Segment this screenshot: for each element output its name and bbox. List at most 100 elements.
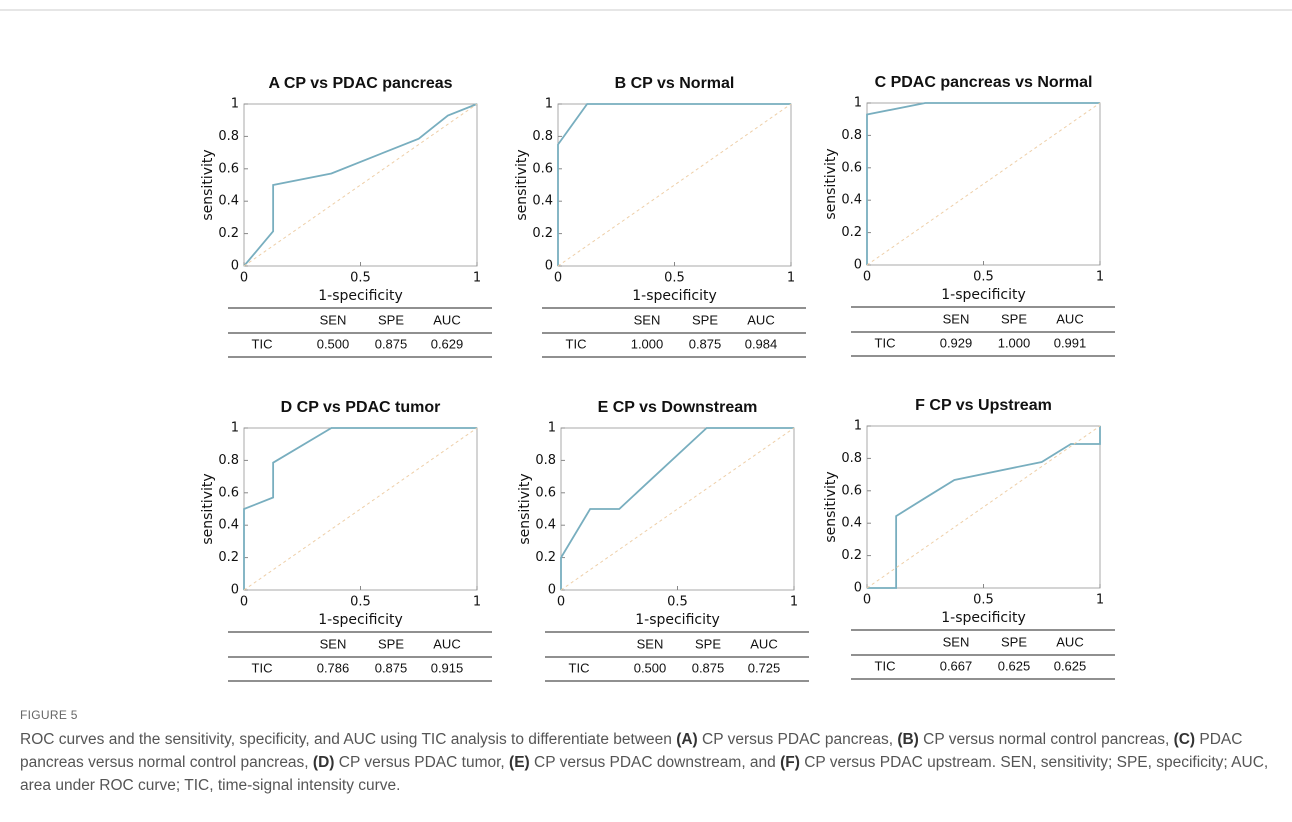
y-axis-label: sensitivity — [200, 473, 216, 544]
y-axis-label: sensitivity — [517, 473, 533, 544]
y-tick-label: 0 — [854, 581, 862, 596]
y-tick-label: 0.4 — [218, 194, 239, 209]
y-tick-label: 0 — [545, 259, 553, 274]
table-header: SPE — [378, 312, 404, 327]
roc-curve — [867, 426, 1101, 589]
y-tick-label: 0.8 — [218, 453, 239, 468]
y-tick-label: 0.6 — [218, 485, 239, 500]
table-header: SPE — [378, 636, 404, 651]
reference-line — [557, 103, 792, 267]
y-axis-label: sensitivity — [514, 149, 530, 220]
chart-title: C PDAC pancreas vs Normal — [875, 74, 1093, 91]
x-tick-label: 1 — [1096, 270, 1104, 285]
y-axis-label: sensitivity — [200, 149, 216, 220]
panel-letter: A — [268, 75, 280, 92]
x-tick-label: 0.5 — [667, 595, 688, 610]
x-tick-label: 0 — [863, 270, 871, 285]
x-tick-label: 0 — [554, 271, 562, 286]
y-tick-label: 0.8 — [535, 453, 556, 468]
title-text: CP vs Upstream — [929, 397, 1051, 414]
y-tick-label: 1 — [854, 96, 862, 111]
y-axis-label: sensitivity — [823, 471, 839, 542]
caption-text: CP versus PDAC upstream. SEN, sensitivit… — [20, 754, 1269, 794]
caption-text: CP versus PDAC downstream, and — [529, 754, 781, 771]
table-header: SEN — [320, 636, 347, 651]
table-cell: 0.875 — [692, 660, 725, 675]
table-cell: 0.625 — [1054, 658, 1087, 673]
y-tick-label: 0.6 — [841, 483, 862, 498]
title-text: CP vs PDAC tumor — [297, 399, 441, 416]
y-tick-label: 0.8 — [841, 128, 862, 143]
table-header: AUC — [433, 312, 460, 327]
table-cell: 0.500 — [634, 660, 667, 675]
table-cell: 0.667 — [940, 658, 973, 673]
chart-title: F CP vs Upstream — [915, 397, 1052, 414]
x-tick-label: 0 — [240, 595, 248, 610]
x-tick-label: 1 — [787, 271, 795, 286]
title-text: CP vs PDAC pancreas — [284, 75, 453, 92]
chart-title: D CP vs PDAC tumor — [281, 399, 441, 416]
caption-text: PDAC pancreas versus normal control panc… — [20, 731, 1243, 771]
y-tick-label: 0.4 — [841, 516, 862, 531]
table-cell: 0.929 — [940, 335, 973, 350]
table-header: SEN — [637, 636, 664, 651]
x-tick-label: 1 — [1096, 593, 1104, 608]
caption-text: ROC curves and the sensitivity, specific… — [20, 731, 677, 748]
y-tick-label: 0.4 — [535, 518, 556, 533]
roc-curve — [243, 427, 477, 590]
table-row-label: TIC — [252, 336, 273, 351]
y-tick-label: 0.2 — [532, 226, 553, 241]
title-text: PDAC pancreas vs Normal — [891, 74, 1093, 91]
caption-panel-ref: (A) — [676, 731, 698, 748]
panel-letter: E — [598, 399, 609, 416]
panel-letter: F — [915, 397, 925, 414]
table-row-label: TIC — [569, 660, 590, 675]
x-axis-label: 1-specificity — [941, 610, 1026, 626]
roc-curve — [560, 427, 794, 590]
table-cell: 0.875 — [689, 336, 722, 351]
table-cell: 0.725 — [748, 660, 781, 675]
panel-letter: B — [615, 75, 627, 92]
table-header: SEN — [634, 312, 661, 327]
x-axis-label: 1-specificity — [941, 287, 1026, 303]
x-tick-label: 1 — [790, 595, 798, 610]
table-cell: 0.875 — [375, 336, 408, 351]
y-tick-label: 0 — [231, 259, 239, 274]
y-tick-label: 1 — [231, 421, 239, 436]
table-row-label: TIC — [875, 658, 896, 673]
y-tick-label: 0.2 — [218, 226, 239, 241]
y-tick-label: 0.2 — [218, 550, 239, 565]
x-tick-label: 0.5 — [350, 271, 371, 286]
table-header: SPE — [1001, 311, 1027, 326]
table-header: AUC — [1056, 634, 1083, 649]
y-tick-label: 0 — [231, 583, 239, 598]
x-tick-label: 1 — [473, 271, 481, 286]
y-tick-label: 0.6 — [535, 485, 556, 500]
table-header: AUC — [1056, 311, 1083, 326]
y-tick-label: 0.4 — [841, 193, 862, 208]
table-cell: 0.875 — [375, 660, 408, 675]
y-tick-label: 1 — [545, 97, 553, 112]
chart-title: B CP vs Normal — [615, 75, 735, 92]
reference-line — [560, 427, 795, 591]
y-tick-label: 0.6 — [218, 161, 239, 176]
table-cell: 0.500 — [317, 336, 350, 351]
table-row-label: TIC — [252, 660, 273, 675]
table-cell: 0.984 — [745, 336, 778, 351]
y-tick-label: 1 — [548, 421, 556, 436]
chart-title: A CP vs PDAC pancreas — [268, 75, 452, 92]
caption-text: CP versus PDAC tumor, — [334, 754, 510, 771]
chart-title: E CP vs Downstream — [598, 399, 758, 416]
table-cell: 1.000 — [998, 335, 1031, 350]
y-tick-label: 0.2 — [535, 550, 556, 565]
caption-panel-ref: (C) — [1173, 731, 1196, 748]
y-tick-label: 0.4 — [218, 518, 239, 533]
table-header: SPE — [692, 312, 718, 327]
table-cell: 0.625 — [998, 658, 1031, 673]
caption-panel-ref: (E) — [509, 754, 530, 771]
table-row-label: TIC — [875, 335, 896, 350]
table-header: AUC — [433, 636, 460, 651]
table-cell: 0.786 — [317, 660, 350, 675]
y-tick-label: 0.4 — [532, 194, 553, 209]
title-text: CP vs Downstream — [613, 399, 758, 416]
